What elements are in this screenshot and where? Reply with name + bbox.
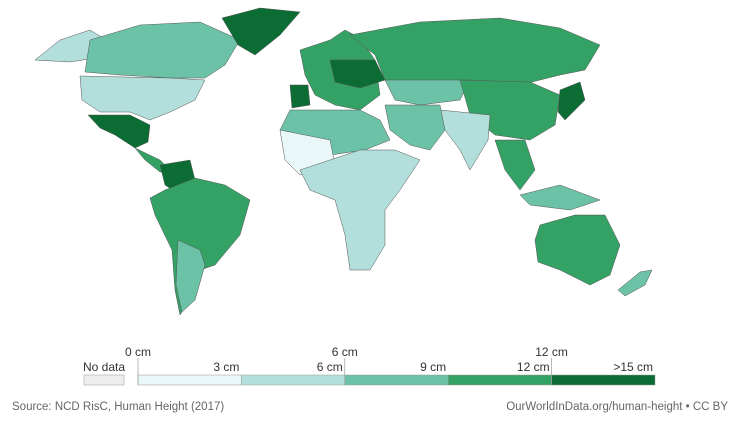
country	[384, 79, 471, 106]
legend-label: 9 cm	[420, 360, 446, 374]
legend-swatch	[344, 374, 449, 386]
country	[221, 7, 301, 56]
country	[329, 59, 386, 89]
source: Source: NCD RisC, Human Height (2017)	[12, 401, 224, 413]
country	[289, 84, 311, 109]
country	[384, 104, 446, 151]
legend-swatch	[447, 374, 552, 386]
legend-swatch	[241, 374, 346, 386]
legend-label: 0 cm	[125, 345, 151, 359]
country	[519, 184, 601, 211]
country	[494, 139, 536, 191]
legend-label: 3 cm	[213, 360, 239, 374]
country	[557, 81, 586, 121]
country	[617, 269, 653, 297]
legend-label: 6 cm	[332, 345, 358, 359]
country	[299, 149, 421, 271]
country	[439, 109, 491, 171]
legend-swatch	[137, 374, 242, 386]
legend-label: >15 cm	[613, 360, 653, 374]
world-map	[34, 7, 653, 316]
country	[87, 114, 151, 149]
legend-label: 12 cm	[517, 360, 550, 374]
legend-label: 6 cm	[317, 360, 343, 374]
country	[149, 177, 251, 316]
country	[349, 17, 601, 86]
no-data-swatch	[83, 374, 125, 386]
legend-swatch	[551, 374, 656, 386]
legend-label: 12 cm	[535, 345, 568, 359]
country	[534, 214, 621, 286]
country	[175, 239, 206, 313]
country	[79, 75, 206, 121]
credit: OurWorldInData.org/human-height • CC BY	[506, 401, 728, 413]
no-data-label: No data	[83, 360, 125, 374]
country	[84, 21, 241, 79]
